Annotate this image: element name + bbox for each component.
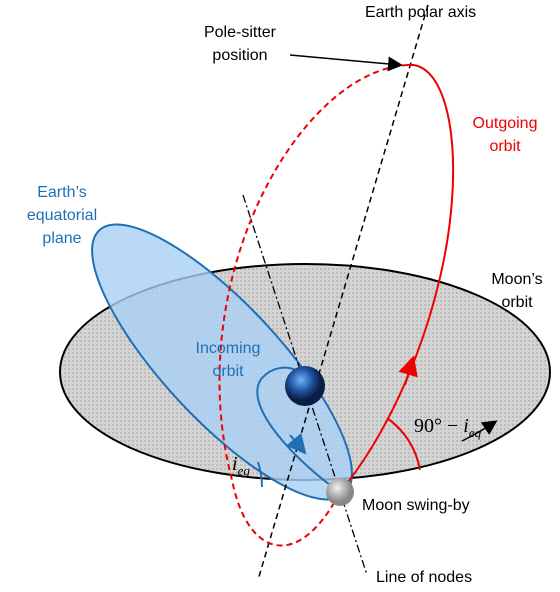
label: Outgoing orbit	[473, 115, 538, 155]
shapes	[59, 4, 551, 581]
outgoing-dashed	[218, 64, 409, 547]
label: Earth polar axis	[365, 4, 476, 21]
earth	[285, 366, 325, 406]
orbit-arrow	[461, 420, 498, 442]
pole-sitter-arrow	[289, 54, 403, 72]
moon	[326, 478, 354, 506]
math-label: ieq	[232, 453, 250, 478]
label: Moon’s orbit	[491, 271, 542, 311]
label: Pole-sitter position	[204, 24, 277, 64]
incoming-arrow	[285, 432, 307, 455]
angle-arc-out	[386, 417, 421, 471]
outgoing-arrow	[398, 355, 418, 386]
math-label: 90° − ieq	[414, 415, 482, 440]
outgoing-orbit	[339, 63, 455, 493]
label: Incoming orbit	[196, 340, 261, 380]
angle-arc-in	[257, 461, 263, 488]
label: Moon swing-by	[362, 497, 470, 514]
label: Line of nodes	[376, 569, 472, 586]
label: Earth’s equatorial plane	[27, 184, 97, 247]
